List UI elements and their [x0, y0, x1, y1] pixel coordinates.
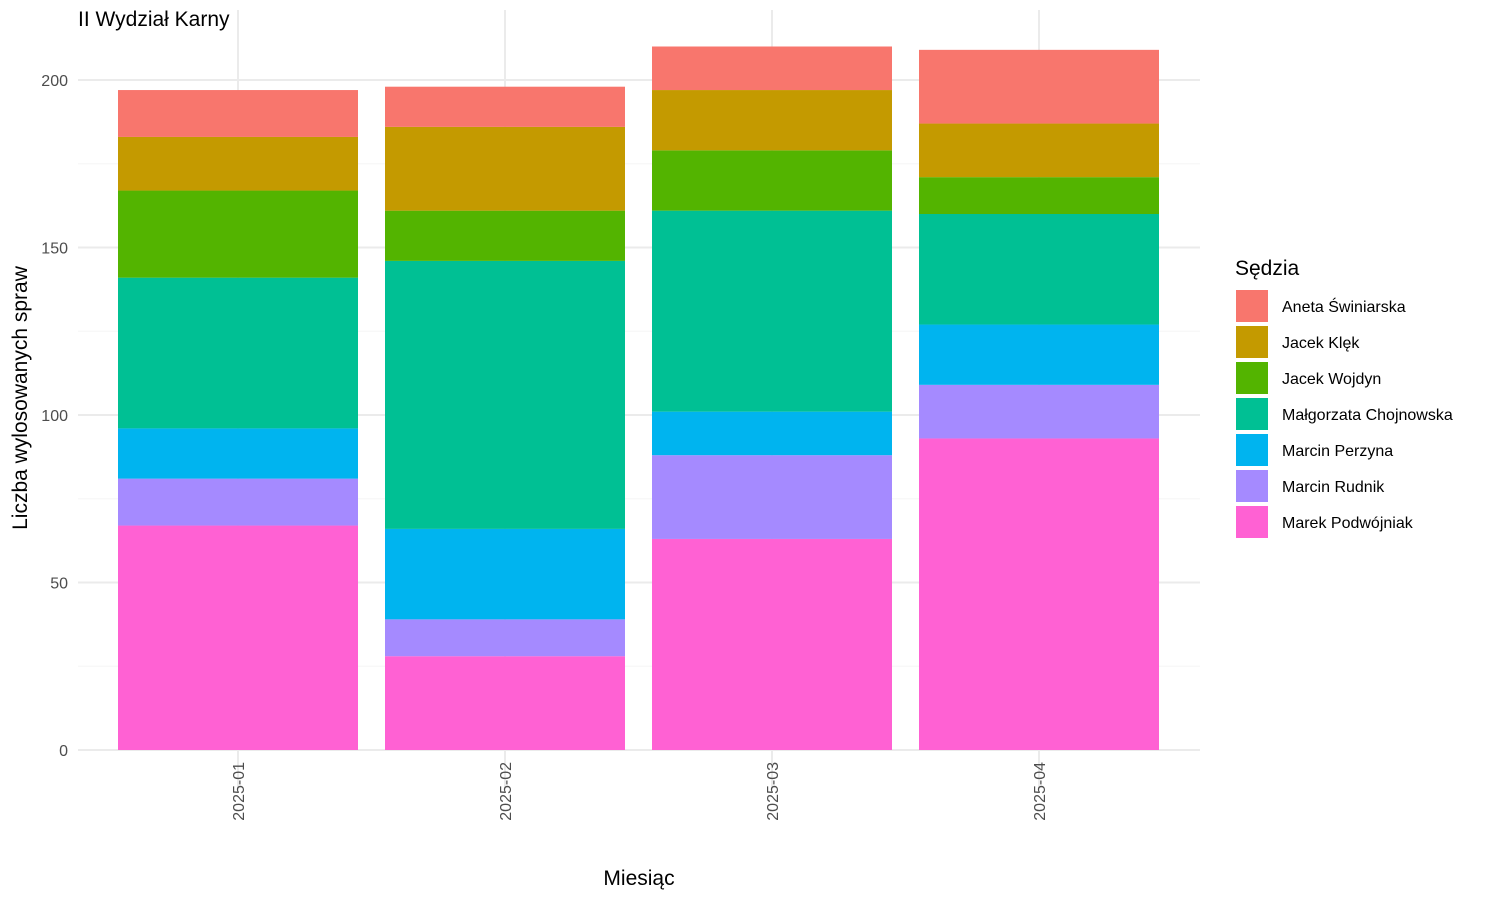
legend-label: Marcin Perzyna	[1282, 443, 1393, 460]
legend-label: Jacek Wojdyn	[1282, 371, 1381, 388]
legend-key	[1236, 398, 1268, 430]
x-axis-ticks: 2025-01 2025-02 2025-03 2025-04	[231, 762, 1049, 821]
bar-segment	[385, 619, 625, 657]
y-axis-ticks: 0 50 100 150 200	[41, 73, 68, 760]
legend-label: Aneta Świniarska	[1282, 297, 1406, 316]
y-tick-label: 200	[41, 73, 68, 90]
bar-segment	[652, 210, 892, 412]
legend-label: Małgorzata Chojnowska	[1282, 407, 1453, 424]
bar-segment	[919, 177, 1159, 214]
bar-segment	[118, 525, 358, 750]
y-tick-label: 100	[41, 408, 68, 425]
bar-segment	[385, 86, 625, 127]
bar-segment	[118, 90, 358, 137]
bar-segment	[919, 384, 1159, 439]
bar-segment	[118, 190, 358, 278]
legend-key	[1236, 434, 1268, 466]
legend-key	[1236, 362, 1268, 394]
legend-title: Sędzia	[1235, 257, 1300, 280]
bar-segment	[118, 136, 358, 191]
y-tick-label: 150	[41, 241, 68, 258]
bar-segment	[118, 428, 358, 479]
bar-segment	[652, 455, 892, 539]
legend-label: Marek Podwójniak	[1282, 515, 1414, 532]
legend-key	[1236, 326, 1268, 358]
bar-segment	[652, 46, 892, 91]
bars	[118, 46, 1159, 750]
bar-segment	[118, 277, 358, 429]
bar-segment	[385, 126, 625, 211]
y-tick-label: 0	[59, 743, 68, 760]
legend-label: Jacek Klęk	[1282, 335, 1360, 352]
bar-segment	[919, 324, 1159, 385]
legend-key	[1236, 506, 1268, 538]
x-axis-title: Miesiąc	[603, 867, 674, 890]
legend-label: Marcin Rudnik	[1282, 479, 1385, 496]
x-tick-label: 2025-03	[765, 762, 782, 821]
bar-segment	[652, 150, 892, 211]
y-tick-label: 50	[50, 576, 68, 593]
x-tick-label: 2025-02	[498, 762, 515, 821]
legend: Aneta Świniarska Jacek Klęk Jacek Wojdyn Ma…	[1236, 290, 1453, 538]
legend-key	[1236, 470, 1268, 502]
bar-segment	[919, 123, 1159, 178]
bar-segment	[385, 656, 625, 750]
bar-segment	[919, 49, 1159, 124]
bar-segment	[919, 214, 1159, 325]
legend-key	[1236, 290, 1268, 322]
bar-segment	[385, 210, 625, 261]
bar-segment	[652, 90, 892, 151]
bar-segment	[652, 411, 892, 456]
bar-segment	[385, 260, 625, 529]
chart-title: II Wydział Karny	[78, 8, 230, 31]
bar-segment	[919, 438, 1159, 750]
x-tick-label: 2025-04	[1032, 762, 1049, 821]
bar-segment	[652, 538, 892, 750]
x-tick-label: 2025-01	[231, 762, 248, 821]
bar-segment	[118, 478, 358, 526]
bar-segment	[385, 528, 625, 620]
y-axis-title: Liczba wylosowanych spraw	[9, 265, 32, 530]
